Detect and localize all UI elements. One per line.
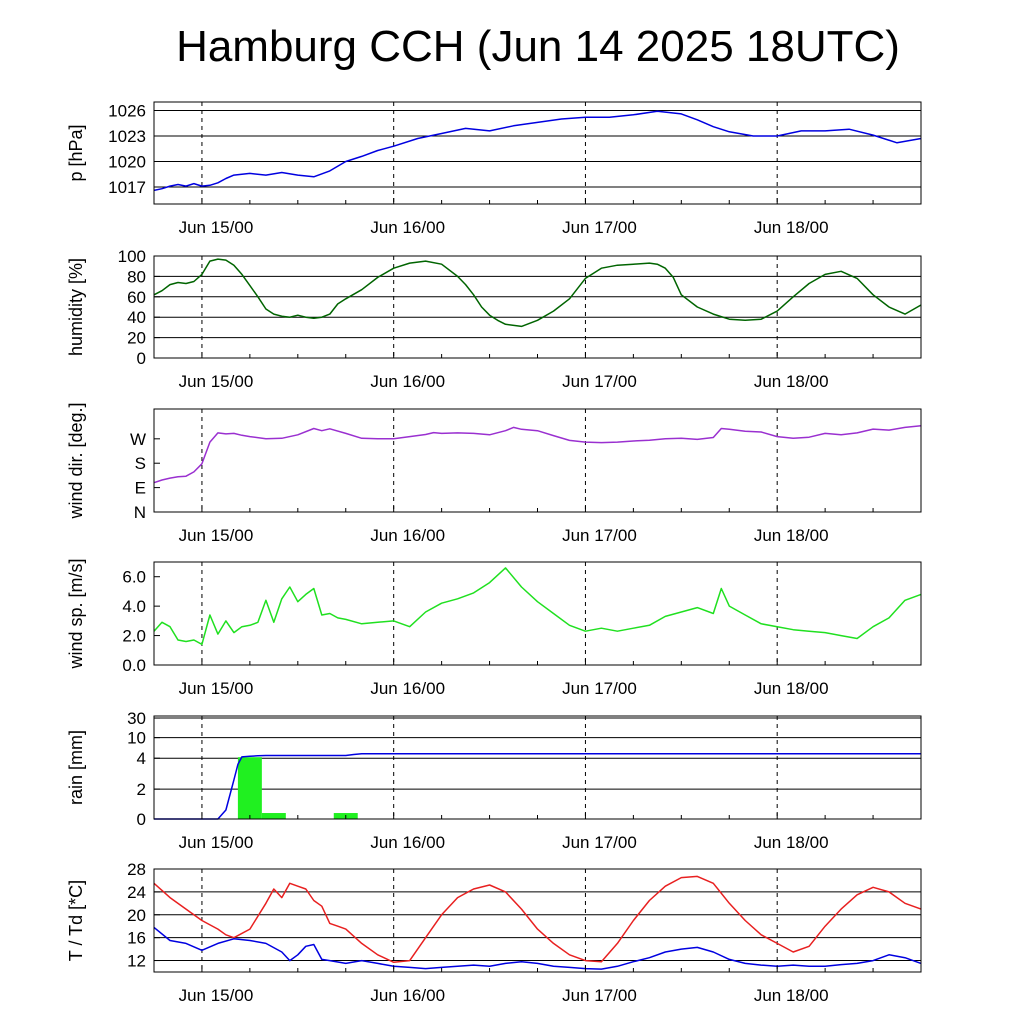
y-axis-label-4: rain [mm]: [66, 730, 86, 805]
y-tick-label-5-1: 16: [127, 929, 146, 948]
x-tick-label-5-1: Jun 16/00: [370, 986, 445, 1005]
y-tick-label-1-2: 40: [127, 308, 146, 327]
series-line-3-0: [153, 567, 922, 646]
x-tick-label-2-1: Jun 16/00: [370, 526, 445, 545]
y-tick-label-0-1: 1020: [108, 153, 146, 172]
y-tick-label-1-1: 20: [127, 329, 146, 348]
rain-bar-1: [261, 813, 286, 819]
x-tick-label-3-3: Jun 18/00: [754, 679, 829, 698]
x-tick-label-5-2: Jun 17/00: [562, 986, 637, 1005]
y-axis-label-5: T / Td [*C]: [66, 880, 86, 961]
y-tick-label-0-2: 1023: [108, 127, 146, 146]
y-tick-label-0-0: 1017: [108, 178, 146, 197]
y-tick-label-2-1: E: [135, 479, 146, 498]
y-tick-label-3-0: 0.0: [122, 656, 146, 675]
y-axis-label-3: wind sp. [m/s]: [66, 558, 86, 669]
series-line-0-0: [153, 110, 922, 192]
x-tick-label-4-2: Jun 17/00: [562, 833, 637, 852]
series-line-5-0: [153, 875, 922, 964]
x-tick-label-0-2: Jun 17/00: [562, 218, 637, 237]
y-axis-label-0: p [hPa]: [66, 124, 86, 181]
y-tick-label-4-1: 2: [137, 780, 146, 799]
y-tick-label-4-2: 4: [137, 749, 146, 768]
y-tick-label-5-0: 12: [127, 952, 146, 971]
x-tick-label-5-3: Jun 18/00: [754, 986, 829, 1005]
x-tick-label-1-1: Jun 16/00: [370, 372, 445, 391]
x-tick-label-1-3: Jun 18/00: [754, 372, 829, 391]
y-tick-label-0-3: 1026: [108, 102, 146, 121]
panel-frame-1: [153, 255, 922, 359]
y-tick-label-1-4: 80: [127, 267, 146, 286]
x-tick-label-4-1: Jun 16/00: [370, 833, 445, 852]
y-tick-label-5-4: 28: [127, 860, 146, 879]
y-tick-label-3-1: 2.0: [122, 627, 146, 646]
x-tick-label-0-3: Jun 18/00: [754, 218, 829, 237]
x-tick-label-2-0: Jun 15/00: [179, 526, 254, 545]
x-tick-label-0-1: Jun 16/00: [370, 218, 445, 237]
x-tick-label-4-0: Jun 15/00: [179, 833, 254, 852]
x-tick-label-5-0: Jun 15/00: [179, 986, 254, 1005]
panel-frame-3: [153, 561, 922, 666]
y-tick-label-1-3: 60: [127, 288, 146, 307]
y-tick-label-2-2: S: [135, 454, 146, 473]
y-tick-label-3-2: 4.0: [122, 597, 146, 616]
x-tick-label-3-1: Jun 16/00: [370, 679, 445, 698]
y-axis-label-1: humidity [%]: [66, 258, 86, 356]
x-tick-label-2-3: Jun 18/00: [754, 526, 829, 545]
rain-bar-0: [237, 757, 262, 819]
series-line-1-0: [153, 258, 922, 328]
panel-frame-0: [153, 101, 922, 205]
y-tick-label-4-0: 0: [137, 810, 146, 829]
y-tick-label-2-3: W: [130, 430, 146, 449]
y-axis-label-2: wind dir. [deg.]: [66, 402, 86, 519]
y-tick-label-5-2: 20: [127, 906, 146, 925]
panel-frame-5: [153, 868, 922, 973]
x-tick-label-1-2: Jun 17/00: [562, 372, 637, 391]
y-tick-label-5-3: 24: [127, 883, 146, 902]
x-tick-label-0-0: Jun 15/00: [179, 218, 254, 237]
y-tick-label-1-5: 100: [118, 247, 146, 266]
series-line-5-1: [153, 926, 922, 970]
chart-title: Hamburg CCH (Jun 14 2025 18UTC): [176, 22, 900, 71]
y-tick-label-4-4: 30: [127, 709, 146, 728]
panel-frame-4: [153, 715, 922, 820]
series-line-2-0: [153, 425, 922, 484]
panel-frame-2: [153, 408, 922, 513]
x-tick-label-1-0: Jun 15/00: [179, 372, 254, 391]
x-tick-label-3-2: Jun 17/00: [562, 679, 637, 698]
y-tick-label-4-3: 10: [127, 729, 146, 748]
y-tick-label-2-0: N: [134, 503, 146, 522]
y-tick-label-3-3: 6.0: [122, 568, 146, 587]
y-tick-label-1-0: 0: [137, 349, 146, 368]
x-tick-label-3-0: Jun 15/00: [179, 679, 254, 698]
series-line-4-0: [154, 753, 921, 820]
x-tick-label-4-3: Jun 18/00: [754, 833, 829, 852]
x-tick-label-2-2: Jun 17/00: [562, 526, 637, 545]
